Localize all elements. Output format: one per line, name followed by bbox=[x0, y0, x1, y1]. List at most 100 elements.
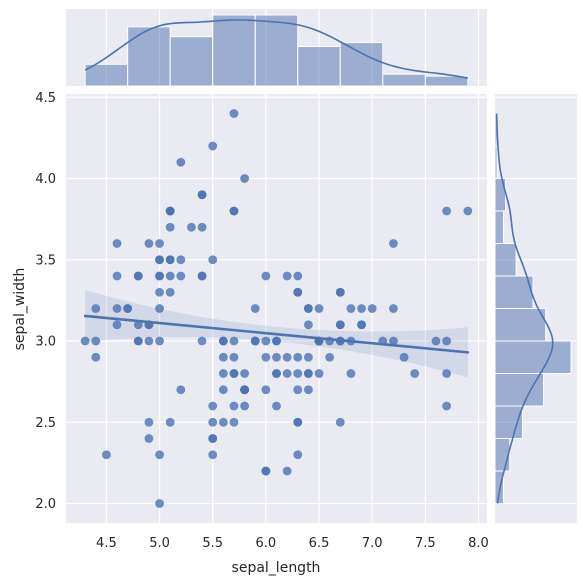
scatter-point bbox=[240, 401, 250, 411]
scatter-point bbox=[176, 271, 186, 281]
marginal-y-bar bbox=[494, 243, 517, 277]
scatter-point bbox=[155, 239, 164, 248]
scatter-point bbox=[176, 157, 186, 167]
scatter-point bbox=[250, 304, 260, 313]
scatter-point bbox=[218, 417, 228, 427]
scatter-point bbox=[197, 190, 207, 200]
scatter-point bbox=[165, 255, 175, 265]
x-tick-label: 7.5 bbox=[415, 536, 436, 551]
scatter-point bbox=[314, 304, 324, 313]
x-tick-label: 8.0 bbox=[468, 536, 489, 551]
scatter-point bbox=[91, 304, 101, 313]
scatter-point bbox=[133, 320, 143, 330]
scatter-point bbox=[314, 369, 324, 378]
scatter-point bbox=[282, 352, 292, 362]
scatter-point bbox=[335, 287, 345, 297]
scatter-point bbox=[123, 304, 133, 313]
marginal-y-kde-line bbox=[495, 113, 554, 504]
regression-line bbox=[83, 314, 470, 354]
scatter-point bbox=[431, 336, 441, 346]
scatter-point bbox=[218, 369, 228, 378]
scatter-point bbox=[218, 352, 228, 362]
scatter-point bbox=[389, 239, 398, 248]
scatter-point bbox=[187, 222, 196, 232]
scatter-point bbox=[272, 352, 281, 362]
scatter-point bbox=[133, 336, 143, 346]
marginal-x-bar bbox=[382, 73, 426, 87]
marginal-x-bar bbox=[254, 14, 299, 87]
x-axis-label: sepal_length bbox=[232, 560, 321, 576]
scatter-point bbox=[165, 206, 175, 216]
scatter-point bbox=[208, 417, 218, 427]
scatter-point bbox=[442, 206, 452, 216]
scatter-point bbox=[165, 417, 175, 427]
scatter-point bbox=[155, 304, 164, 313]
scatter-point bbox=[303, 369, 313, 378]
scatter-point bbox=[282, 369, 292, 378]
scatter-point bbox=[272, 369, 281, 378]
scatter-point bbox=[144, 417, 154, 427]
scatter-point bbox=[91, 336, 101, 346]
scatter-point bbox=[208, 141, 218, 151]
x-tick-label: 4.5 bbox=[96, 536, 117, 551]
scatter-point bbox=[303, 304, 313, 313]
scatter-point bbox=[293, 271, 303, 281]
x-tick-label: 6.5 bbox=[309, 536, 330, 551]
scatter-point bbox=[165, 271, 175, 281]
scatter-point bbox=[325, 352, 335, 362]
marginal-x-bar bbox=[424, 75, 469, 87]
scatter-point bbox=[208, 255, 218, 265]
marginal-y-panel bbox=[494, 94, 577, 523]
scatter-point bbox=[155, 255, 164, 265]
scatter-point bbox=[293, 417, 303, 427]
scatter-point bbox=[389, 336, 398, 346]
scatter-point bbox=[155, 287, 164, 297]
marginal-y-bar bbox=[494, 405, 523, 439]
scatter-point bbox=[155, 336, 164, 346]
scatter-point bbox=[335, 320, 345, 330]
scatter-point bbox=[261, 466, 271, 476]
x-tick-label: 5.0 bbox=[149, 536, 170, 551]
scatter-point bbox=[240, 174, 250, 183]
scatter-point bbox=[261, 271, 271, 281]
scatter-point bbox=[272, 401, 281, 411]
scatter-point bbox=[155, 271, 164, 281]
marginal-y-bar bbox=[494, 178, 507, 212]
scatter-point bbox=[389, 304, 398, 313]
marginal-y-bar bbox=[494, 275, 534, 309]
scatter-point bbox=[442, 336, 452, 346]
scatter-point bbox=[293, 287, 303, 297]
marginal-y-bar bbox=[494, 373, 545, 407]
scatter-points bbox=[80, 109, 473, 508]
scatter-point bbox=[250, 336, 260, 346]
scatter-point bbox=[357, 320, 366, 330]
scatter-point bbox=[197, 271, 207, 281]
scatter-point bbox=[229, 352, 239, 362]
marginal-y-histogram bbox=[494, 113, 572, 504]
scatter-point bbox=[282, 466, 292, 476]
scatter-point bbox=[272, 336, 281, 346]
marginal-x-bar bbox=[127, 26, 171, 87]
marginal-y-bar bbox=[494, 145, 498, 179]
scatter-point bbox=[176, 255, 186, 265]
marginal-x-bar bbox=[339, 42, 384, 87]
scatter-point bbox=[261, 352, 271, 362]
scatter-point bbox=[229, 417, 239, 427]
scatter-point bbox=[229, 401, 239, 411]
scatter-point bbox=[240, 369, 250, 378]
scatter-point bbox=[208, 434, 218, 443]
scatter-point bbox=[112, 271, 122, 281]
scatter-point bbox=[229, 206, 239, 216]
scatter-point bbox=[346, 369, 356, 378]
scatter-point bbox=[293, 385, 303, 395]
y-tick-label: 4.5 bbox=[35, 91, 56, 106]
scatter-point bbox=[410, 369, 420, 378]
scatter-point bbox=[144, 239, 154, 248]
scatter-point bbox=[293, 352, 303, 362]
scatter-point bbox=[293, 369, 303, 378]
x-tick-label: 7.0 bbox=[362, 536, 383, 551]
scatter-point bbox=[91, 352, 101, 362]
main-panel: 4.5 5.0 5.5 6.0 6.5 7.0 7.5 8.0 2.0 2.5 3.0 3.5 4.0… bbox=[12, 91, 489, 576]
y-tick-label: 4.0 bbox=[35, 172, 56, 187]
